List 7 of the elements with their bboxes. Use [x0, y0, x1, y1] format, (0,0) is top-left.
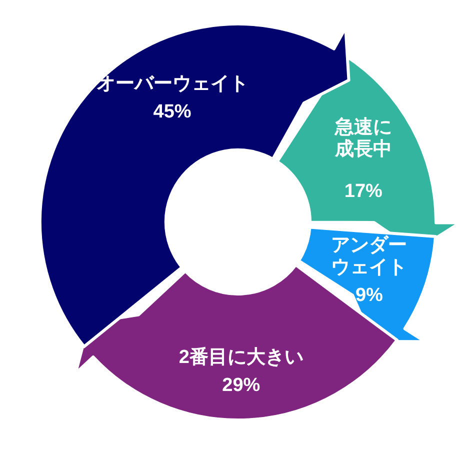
data-label: 29% — [222, 374, 260, 396]
slice-label: 2番目に大きい — [178, 346, 304, 368]
data-label: 45% — [153, 101, 192, 122]
data-label: 17% — [344, 180, 383, 202]
slice-label: アンダーウェイト — [331, 234, 408, 278]
data-label: 9% — [355, 284, 384, 306]
slice-label: 急速に成長中 — [334, 116, 392, 160]
